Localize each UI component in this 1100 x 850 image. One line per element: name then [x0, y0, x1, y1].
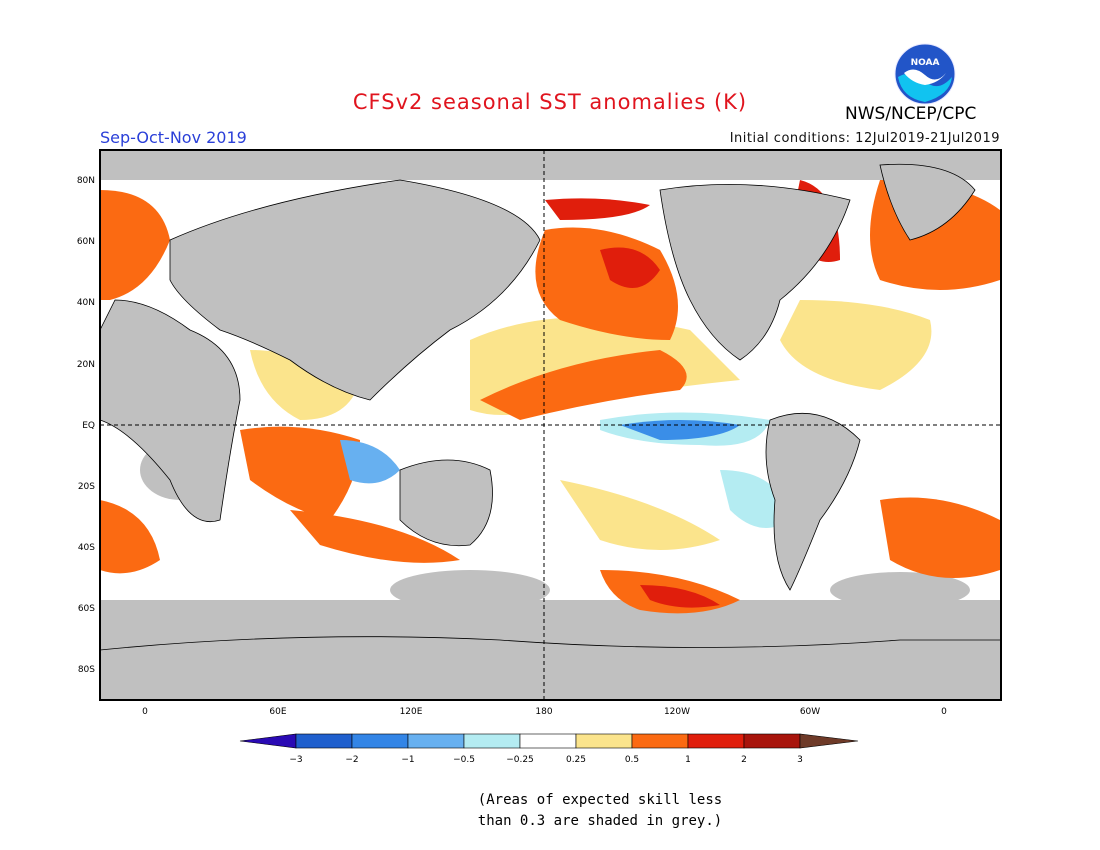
- warm-anomaly-north-atlantic-east: [100, 190, 170, 300]
- colorbar-segment: [351, 733, 409, 749]
- warm-anomaly-south-pacific-core: [640, 585, 720, 608]
- colorbar-segment: [575, 733, 633, 749]
- colorbar-min-arrow: [239, 733, 297, 749]
- longitude-axis: 0 60E 120E 180 120W 60W 0: [142, 707, 947, 717]
- colorbar-max-arrow: [799, 733, 859, 749]
- colorbar-label: −1: [401, 755, 414, 765]
- lat-tick-label: 20N: [77, 360, 95, 370]
- colorbar-segment: [687, 733, 745, 749]
- colorbar-label: −2: [345, 755, 358, 765]
- skill-note: (Areas of expected skill less than 0.3 a…: [420, 790, 780, 832]
- cool-anomaly-peru: [720, 470, 790, 528]
- warm-anomaly-indian-ocean: [240, 426, 360, 520]
- colorbar-label: −3: [289, 755, 302, 765]
- season-label: Sep-Oct-Nov 2019: [100, 128, 247, 147]
- lat-tick-label: EQ: [82, 421, 95, 431]
- land-australia: [399, 459, 493, 547]
- land-greenland: [879, 163, 976, 241]
- lat-tick-label: 80S: [78, 665, 95, 675]
- lon-tick-label: 0: [941, 707, 947, 717]
- lat-tick-label: 60S: [78, 604, 95, 614]
- warm-anomaly-north-atlantic: [780, 300, 932, 390]
- warm-anomaly-subtropical-pacific: [480, 350, 687, 420]
- colorbar-label: −0.25: [506, 755, 534, 765]
- warm-anomaly-south-atlantic-west: [880, 497, 1000, 578]
- colorbar-segment: [519, 733, 577, 749]
- noaa-logo-icon: NOAA: [894, 43, 956, 105]
- colorbar-segment: [407, 733, 465, 749]
- lon-tick-label: 60E: [269, 707, 286, 717]
- colorbar-label: 0.5: [625, 755, 639, 765]
- warm-anomaly-southeast-pacific: [560, 480, 720, 550]
- lat-tick-label: 60N: [77, 237, 95, 247]
- grey-skill-patch: [390, 570, 550, 610]
- lat-tick-label: 80N: [77, 176, 95, 186]
- land-eurasia: [169, 179, 541, 401]
- colorbar-segment: [463, 733, 521, 749]
- latitude-axis: 80N 60N 40N 20N EQ 20S 40S 60S 80S: [77, 176, 95, 675]
- land-south-america: [765, 412, 861, 591]
- land-north-america: [659, 183, 851, 361]
- warm-anomaly-arabian-sea: [250, 350, 360, 420]
- colorbar-label: 0.25: [566, 755, 586, 765]
- colorbar-label: −0.5: [453, 755, 475, 765]
- lon-tick-label: 120W: [664, 707, 690, 717]
- land-africa: [100, 299, 241, 522]
- colorbar-label: 1: [685, 755, 691, 765]
- lon-tick-label: 180: [535, 707, 552, 717]
- colorbar-label: 3: [797, 755, 803, 765]
- colorbar-segment: [631, 733, 689, 749]
- grey-skill-patch: [830, 572, 970, 608]
- colorbar-segment: [743, 733, 801, 749]
- initial-conditions-label: Initial conditions: 12Jul2019-21Jul2019: [729, 131, 1000, 146]
- warm-anomaly-southern-indian: [290, 510, 460, 563]
- skill-note-line-1: (Areas of expected skill less: [477, 792, 723, 808]
- colorbar-label: 2: [741, 755, 747, 765]
- svg-text:NOAA: NOAA: [911, 58, 940, 68]
- lat-tick-label: 40N: [77, 298, 95, 308]
- lon-tick-label: 0: [142, 707, 148, 717]
- lon-tick-label: 60W: [800, 707, 820, 717]
- skill-note-line-2: than 0.3 are shaded in grey.): [477, 813, 723, 829]
- colorbar: −3 −2 −1 −0.5 −0.25 0.25 0.5 1 2 3: [239, 733, 859, 765]
- warm-anomaly-bering: [545, 198, 650, 220]
- colorbar-segment: [295, 733, 353, 749]
- land-antarctica: [100, 636, 1001, 700]
- grey-skill-region-north: [100, 150, 1001, 180]
- agency-label: NWS/NCEP/CPC: [845, 104, 977, 124]
- warm-anomaly-core: [600, 247, 660, 288]
- lat-tick-label: 20S: [78, 482, 95, 492]
- lat-tick-label: 40S: [78, 543, 95, 553]
- lon-tick-label: 120E: [400, 707, 423, 717]
- cool-anomaly-indonesia: [340, 440, 400, 484]
- chart-title: CFSv2 seasonal SST anomalies (K): [352, 90, 748, 114]
- warm-anomaly-south-atlantic: [100, 500, 160, 574]
